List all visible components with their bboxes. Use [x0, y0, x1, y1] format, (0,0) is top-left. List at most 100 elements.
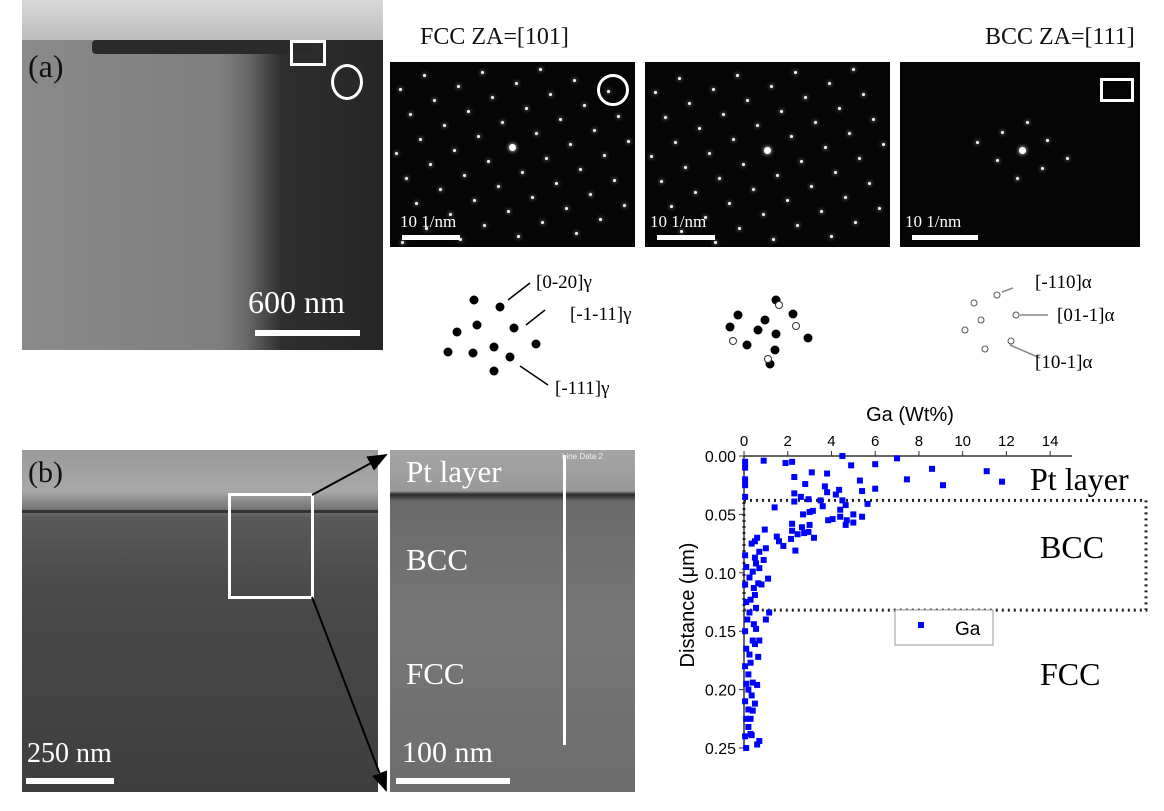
data-point: [810, 534, 817, 541]
diffraction-spot: [1015, 176, 1019, 180]
data-point: [775, 538, 782, 545]
diffraction-spot: [432, 98, 436, 102]
data-point: [808, 469, 815, 476]
diffraction-spot: [558, 117, 562, 121]
data-point: [754, 534, 761, 541]
region-pt-layer: Pt layer: [406, 454, 502, 489]
bcc-spot: [993, 291, 1001, 299]
data-point: [742, 552, 749, 559]
y-tick-label: 0.10: [705, 566, 736, 583]
x-tick-label: 2: [784, 433, 792, 450]
diffraction-spot: [472, 198, 476, 202]
data-point: [850, 519, 857, 526]
data-point: [842, 521, 849, 528]
data-point: [742, 628, 749, 635]
fcc-spot: [725, 322, 735, 332]
diffraction-spot: [857, 156, 861, 160]
diffraction-spot: [448, 212, 452, 216]
diffraction-spot: [737, 226, 741, 230]
y-tick-label: 0.25: [705, 741, 736, 758]
data-point: [929, 465, 936, 472]
label-01-1-alpha: [01-1]α: [1057, 305, 1115, 326]
data-point: [791, 498, 798, 505]
data-point: [843, 517, 850, 524]
x-tick-label: 6: [871, 433, 879, 450]
diffraction-spot: [741, 162, 745, 166]
legend: [894, 609, 994, 646]
circle-marker: [597, 74, 629, 106]
data-point: [939, 482, 946, 489]
diffraction-spot: [881, 142, 885, 146]
scale-bar-label: 100 nm: [402, 736, 493, 769]
data-point: [771, 504, 778, 511]
diffraction-spot: [755, 123, 759, 127]
diffraction-spot: [514, 81, 518, 85]
diffraction-spot: [793, 70, 797, 74]
diffraction-spot: [544, 156, 548, 160]
fcc-spot: [469, 295, 479, 305]
annotation-pt-layer: Pt layer: [1030, 461, 1129, 497]
data-point: [758, 581, 765, 588]
diffraction-spot: [568, 142, 572, 146]
diffraction-spot: [1040, 166, 1044, 170]
diffraction-spot: [659, 179, 663, 183]
scale-bar: [396, 778, 510, 784]
diffraction-spot: [761, 212, 765, 216]
diffraction-spot: [428, 162, 432, 166]
diffraction-spot: [775, 173, 779, 177]
diffraction-spot: [482, 223, 486, 227]
diffraction-spot: [683, 165, 687, 169]
region-fcc: FCC: [406, 656, 465, 691]
diffraction-spot: [707, 151, 711, 155]
x-axis-label: Ga (Wt%): [866, 404, 954, 426]
data-point: [791, 490, 798, 497]
diffraction-spot: [853, 220, 857, 224]
diffraction-spot: [649, 154, 653, 158]
data-point: [798, 524, 805, 531]
diffraction-spot: [612, 178, 616, 182]
data-point: [742, 698, 749, 705]
diffraction-spot: [703, 215, 707, 219]
diffraction-spot: [679, 229, 683, 233]
scale-bar: [912, 235, 978, 240]
diffraction-spot: [735, 73, 739, 77]
diffraction-spot: [476, 134, 480, 138]
x-tick-label: 4: [827, 433, 835, 450]
x-tick-label: 10: [954, 433, 971, 450]
data-point: [839, 453, 846, 459]
diffraction-spot: [823, 145, 827, 149]
data-point: [782, 460, 789, 467]
diffraction-spot: [697, 126, 701, 130]
data-point: [753, 560, 760, 567]
data-point: [762, 616, 769, 623]
data-point: [754, 741, 761, 748]
diffraction-spot: [592, 128, 596, 132]
data-point: [760, 457, 767, 464]
diffraction-spot: [438, 187, 442, 191]
diffraction-spot: [1000, 130, 1004, 134]
data-point: [791, 474, 798, 481]
data-point: [819, 503, 826, 510]
data-point: [753, 625, 760, 632]
data-point: [789, 527, 796, 534]
data-point: [859, 488, 866, 495]
diffraction-spot: [414, 201, 418, 205]
square-marker: [1100, 78, 1134, 102]
data-point: [842, 502, 849, 509]
scale-label: 10 1/nm: [650, 212, 707, 231]
data-point: [773, 533, 780, 540]
diffraction-spot: [588, 192, 592, 196]
diffraction-spot: [813, 120, 817, 124]
fcc-spot: [753, 325, 763, 335]
fcc-spot: [531, 339, 541, 349]
data-point: [859, 513, 866, 520]
data-point: [824, 489, 831, 496]
bcc-spot: [961, 326, 969, 334]
ga-profile-chart: Ga (Wt%) Distance (μm) 0 2 4 6 8 10 12 14 0.00 0.…: [677, 404, 1148, 758]
data-point: [999, 478, 1006, 485]
diffraction-spot: [867, 181, 871, 185]
data-point: [755, 653, 762, 660]
diffraction-spot: [785, 198, 789, 202]
